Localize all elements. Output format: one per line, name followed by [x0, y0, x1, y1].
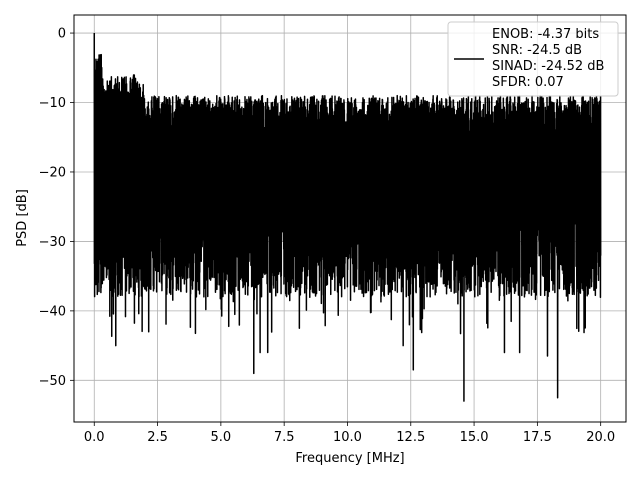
y-tick-label: 0	[58, 27, 66, 42]
x-tick-label: 0.0	[84, 430, 105, 445]
y-tick-label: −40	[39, 304, 66, 319]
y-tick-label: −10	[39, 96, 66, 111]
y-tick-label: −30	[39, 235, 66, 250]
x-tick-label: 5.0	[211, 430, 232, 445]
legend-entry-snr: SNR: -24.5 dB	[492, 43, 582, 58]
x-tick-label: 2.5	[147, 430, 168, 445]
x-tick-label: 12.5	[396, 430, 425, 445]
legend-entry-enob: ENOB: -4.37 bits	[492, 27, 599, 42]
x-axis-ticks: 0.0 2.5 5.0 7.5 10.0 12.5 15.0 17.5 20.0	[84, 422, 615, 445]
y-axis-ticks: 0 −10 −20 −30 −40 −50	[39, 27, 74, 389]
y-tick-label: −20	[39, 165, 66, 180]
y-tick-label: −50	[39, 374, 66, 389]
series-line	[93, 33, 602, 402]
plot-frame	[73, 14, 627, 423]
y-axis-label: PSD [dB]	[15, 189, 30, 247]
legend-box	[447, 21, 619, 97]
x-tick-label: 15.0	[460, 430, 489, 445]
data-layer	[93, 33, 602, 402]
x-axis-label: Frequency [MHz]	[295, 451, 404, 466]
x-tick-label: 20.0	[586, 430, 615, 445]
x-tick-label: 17.5	[523, 430, 552, 445]
x-tick-label: 7.5	[274, 430, 295, 445]
legend-entry-sfdr: SFDR: 0.07	[492, 75, 564, 90]
legend: ENOB: -4.37 bits SNR: -24.5 dB SINAD: -2…	[447, 21, 619, 97]
legend-entry-sinad: SINAD: -24.52 dB	[492, 59, 604, 74]
x-tick-label: 10.0	[333, 430, 362, 445]
